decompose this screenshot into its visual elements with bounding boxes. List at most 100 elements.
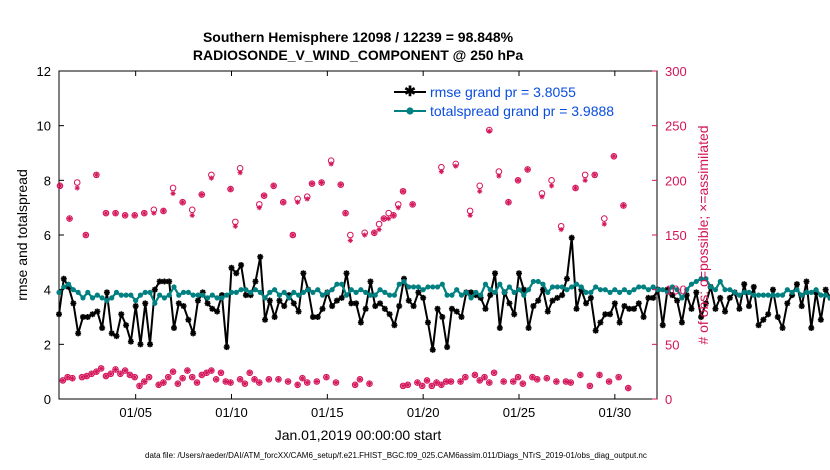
obs-possible-point — [600, 215, 608, 222]
rmse-point — [674, 297, 681, 304]
rmse-point — [769, 286, 776, 293]
legend-spread-marker — [406, 107, 414, 115]
rmse-point — [209, 305, 216, 312]
obs-assimilated-point — [515, 177, 521, 183]
obs-possible-point — [193, 379, 201, 386]
rmse-point — [171, 324, 177, 331]
rmse-point — [410, 303, 417, 310]
obs-assimilated-point — [477, 188, 483, 194]
obs-assimilated-point — [486, 380, 492, 386]
spread-point — [458, 292, 465, 298]
obs-assimilated-point — [611, 153, 617, 159]
obs-possible-point — [581, 171, 589, 179]
spread-point — [204, 295, 211, 301]
obs-assimilated-point — [448, 378, 454, 385]
spread-point — [267, 289, 273, 295]
y2-tick-label: 50 — [665, 337, 679, 352]
obs-possible-point — [160, 379, 167, 386]
spread-point — [358, 287, 364, 293]
spread-point — [612, 287, 618, 293]
spread-point — [679, 295, 685, 301]
obs-possible-point — [366, 380, 373, 387]
rmse-point — [362, 305, 369, 312]
rmse-point — [640, 314, 647, 320]
obs-assimilated-point — [232, 223, 238, 229]
spread-point — [660, 287, 666, 293]
obs-possible-point — [423, 377, 431, 384]
spread-point — [61, 284, 67, 290]
rmse-point — [583, 300, 590, 307]
obs-possible-point — [69, 374, 76, 382]
spread-point — [80, 295, 86, 301]
spread-point — [468, 295, 474, 301]
spread-point — [257, 289, 263, 295]
rmse-point — [712, 305, 719, 312]
rmse-point — [602, 311, 609, 318]
rmse-point — [439, 314, 446, 320]
obs-possible-point — [399, 382, 407, 390]
spread-point — [506, 284, 513, 290]
obs-assimilated-point — [553, 378, 559, 385]
obs-possible-point — [169, 368, 177, 375]
spread-point — [396, 281, 402, 287]
obs-possible-point — [428, 382, 436, 390]
obs-possible-point — [188, 373, 196, 381]
obs-possible-point — [524, 166, 531, 173]
spread-point — [540, 281, 546, 287]
spread-point — [185, 289, 191, 295]
spread-point — [305, 287, 311, 293]
obs-possible-point — [351, 381, 359, 389]
spread-point — [190, 292, 196, 298]
spread-point — [176, 292, 182, 298]
obs-possible-point — [236, 376, 244, 383]
spread-point — [549, 284, 556, 290]
rmse-point — [803, 278, 810, 285]
rmse-point — [650, 294, 657, 301]
spread-point — [602, 287, 608, 293]
rmse-point — [750, 283, 757, 290]
obs-assimilated-point — [189, 374, 195, 380]
obs-assimilated-point — [227, 186, 234, 192]
rmse-point — [300, 270, 307, 277]
spread-point — [391, 292, 398, 298]
obs-assimilated-point — [146, 374, 152, 380]
plot-area — [58, 70, 658, 400]
obs-assimilated-point — [88, 371, 95, 377]
obs-assimilated-point — [400, 383, 406, 389]
spread-point — [262, 295, 268, 301]
spread-point — [799, 292, 805, 298]
spread-point — [420, 287, 426, 293]
spread-point — [530, 278, 536, 285]
obs-possible-point — [404, 381, 412, 389]
obs-assimilated-point — [242, 381, 248, 387]
spread-point — [640, 284, 647, 290]
rmse-point — [118, 311, 125, 318]
x-tick-label: 01/15 — [311, 405, 344, 420]
spread-point — [760, 292, 766, 298]
rmse-point — [817, 316, 824, 323]
obs-assimilated-point — [314, 378, 320, 385]
rmse-point — [194, 297, 201, 304]
obs-assimilated-point — [534, 376, 540, 382]
obs-assimilated-point — [371, 230, 377, 236]
obs-possible-point — [543, 374, 551, 382]
rmse-point — [391, 322, 398, 329]
obs-assimilated-point — [79, 374, 85, 380]
spread-point — [732, 289, 738, 295]
rmse-point — [266, 297, 273, 304]
spread-point — [94, 292, 100, 298]
spread-point — [363, 289, 369, 295]
obs-possible-point — [438, 381, 445, 389]
obs-assimilated-point — [342, 210, 349, 216]
rmse-point — [702, 300, 709, 307]
obs-assimilated-point — [323, 374, 329, 380]
obs-assimilated-point — [572, 185, 579, 191]
obs-possible-point — [337, 181, 345, 189]
obs-assimilated-point — [261, 193, 267, 199]
obs-possible-point — [131, 212, 139, 219]
obs-assimilated-point — [132, 374, 138, 380]
obs-assimilated-point — [295, 382, 301, 388]
rmse-point — [774, 314, 781, 320]
rmse-point — [492, 270, 499, 277]
obs-assimilated-point — [453, 163, 459, 169]
